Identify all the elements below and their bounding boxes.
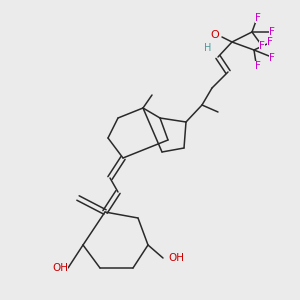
Text: F: F bbox=[267, 37, 273, 47]
Text: F: F bbox=[269, 27, 275, 37]
Text: O: O bbox=[211, 30, 219, 40]
Text: F: F bbox=[269, 53, 275, 63]
Text: OH: OH bbox=[52, 263, 68, 273]
Text: H: H bbox=[204, 43, 212, 53]
Text: F: F bbox=[255, 13, 261, 23]
Text: F: F bbox=[259, 41, 265, 51]
Text: F: F bbox=[255, 61, 261, 71]
Text: OH: OH bbox=[168, 253, 184, 263]
